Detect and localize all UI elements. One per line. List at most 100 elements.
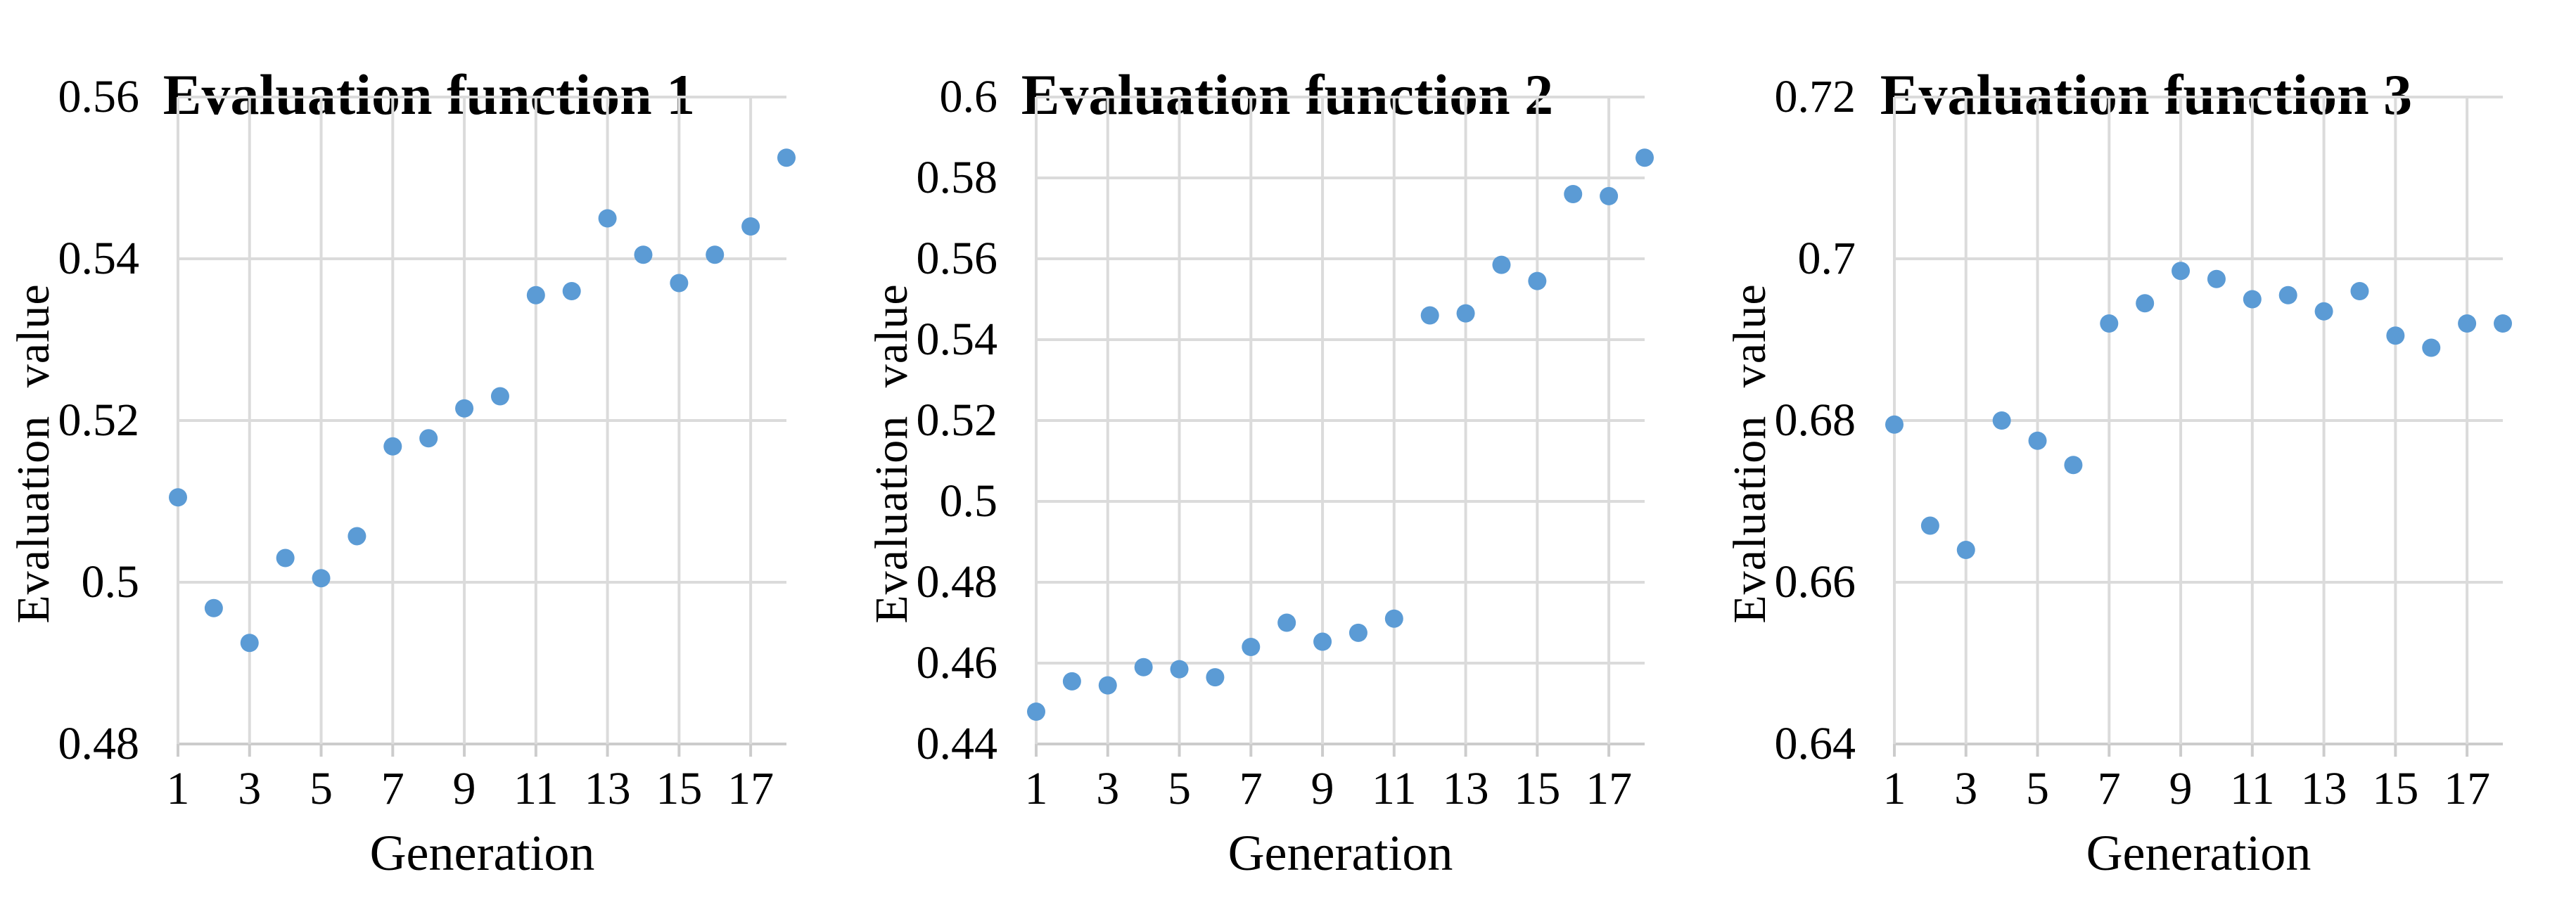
- x-tick-label: 3: [1954, 763, 1978, 814]
- chart-panel-1: Evaluation function 1 Evaluation value G…: [0, 0, 858, 898]
- data-point: [1098, 676, 1117, 695]
- data-point: [1062, 672, 1081, 691]
- x-tick-label: 1: [166, 763, 190, 814]
- data-point: [2386, 326, 2405, 345]
- chart-panel-3: Evaluation function 3 Evaluation value G…: [1716, 0, 2576, 898]
- y-tick-label: 0.56: [58, 71, 140, 122]
- data-point: [1242, 638, 1261, 656]
- data-point: [2172, 262, 2191, 281]
- x-tick-label: 7: [2097, 763, 2121, 814]
- data-point: [1348, 623, 1367, 642]
- scatter-plot: [1885, 96, 2512, 757]
- data-point: [2422, 338, 2441, 357]
- data-point: [777, 148, 796, 167]
- data-point: [670, 274, 689, 293]
- x-tick-label: 1: [1024, 763, 1048, 814]
- data-point: [490, 387, 509, 406]
- plot-area: [1885, 96, 2512, 757]
- x-tick-label: 13: [1442, 763, 1489, 814]
- y-tick-label: 0.48: [916, 556, 998, 608]
- data-point: [1206, 668, 1225, 687]
- data-point: [312, 569, 331, 588]
- data-point: [1992, 411, 2011, 430]
- data-point: [598, 209, 617, 228]
- data-point: [706, 245, 725, 264]
- data-point: [562, 282, 581, 300]
- y-tick-label: 0.54: [58, 233, 140, 284]
- plot-area: [169, 96, 796, 757]
- x-tick-label: 11: [1372, 763, 1417, 814]
- data-point: [276, 549, 295, 567]
- scatter-plot: [1027, 96, 1654, 757]
- data-point: [1956, 541, 1975, 559]
- x-tick-label: 7: [1239, 763, 1263, 814]
- data-point: [1600, 186, 1619, 205]
- data-point: [383, 437, 402, 456]
- x-tick-label: 11: [514, 763, 559, 814]
- data-point: [419, 429, 438, 448]
- x-tick-label: 9: [2169, 763, 2193, 814]
- data-point: [347, 527, 366, 546]
- data-point: [240, 634, 259, 653]
- y-tick-label: 0.7: [1797, 233, 1856, 284]
- x-tick-label: 17: [727, 763, 774, 814]
- y-tick-label: 0.58: [916, 152, 998, 203]
- y-tick-label: 0.56: [916, 233, 998, 284]
- x-tick-label: 3: [238, 763, 262, 814]
- data-point: [1384, 609, 1403, 628]
- x-tick-label: 13: [2300, 763, 2347, 814]
- y-tick-label: 0.64: [1774, 718, 1856, 769]
- data-point: [204, 598, 223, 617]
- data-point: [2100, 314, 2119, 333]
- plot-area: [1027, 96, 1654, 757]
- data-point: [741, 217, 760, 236]
- data-point: [1492, 255, 1511, 274]
- data-point: [1277, 613, 1296, 632]
- x-tick-label: 9: [452, 763, 476, 814]
- data-point: [1528, 271, 1547, 290]
- data-point: [169, 488, 187, 507]
- y-tick-label: 0.48: [58, 718, 140, 769]
- x-tick-label: 3: [1096, 763, 1120, 814]
- data-point: [1170, 660, 1189, 679]
- y-tick-label: 0.5: [939, 475, 998, 527]
- data-point: [1564, 185, 1583, 203]
- x-tick-label: 5: [310, 763, 333, 814]
- x-axis-label: Generation: [369, 825, 595, 881]
- data-point: [1134, 658, 1153, 676]
- data-point: [1635, 148, 1654, 167]
- x-tick-label: 7: [381, 763, 404, 814]
- data-point: [1920, 516, 1939, 535]
- x-tick-label: 17: [2444, 763, 2491, 814]
- data-point: [2278, 286, 2297, 304]
- data-point: [455, 399, 474, 418]
- data-point: [1027, 703, 1045, 721]
- y-tick-label: 0.68: [1774, 395, 1856, 446]
- x-tick-label: 15: [1514, 763, 1561, 814]
- y-tick-label: 0.72: [1774, 71, 1856, 122]
- x-tick-label: 1: [1882, 763, 1906, 814]
- x-tick-label: 11: [2230, 763, 2275, 814]
- data-point: [1456, 304, 1475, 323]
- data-point: [2350, 282, 2369, 300]
- chart-panel-2: Evaluation function 2 Evaluation value G…: [858, 0, 1716, 898]
- y-tick-label: 0.54: [916, 314, 998, 365]
- data-point: [2207, 269, 2226, 288]
- y-tick-label: 0.52: [58, 395, 140, 446]
- data-point: [2494, 314, 2512, 333]
- x-tick-label: 17: [1586, 763, 1633, 814]
- x-tick-label: 5: [1168, 763, 1192, 814]
- x-tick-label: 5: [2026, 763, 2050, 814]
- x-tick-label: 13: [584, 763, 631, 814]
- y-tick-label: 0.44: [916, 718, 998, 769]
- y-tick-label: 0.46: [916, 637, 998, 688]
- data-point: [2243, 290, 2262, 309]
- data-point: [526, 286, 545, 304]
- y-tick-label: 0.5: [81, 556, 140, 608]
- y-tick-label: 0.66: [1774, 556, 1856, 608]
- data-point: [2064, 456, 2083, 475]
- x-axis-label: Generation: [1228, 825, 1453, 881]
- data-point: [1885, 415, 1904, 434]
- data-point: [2028, 431, 2047, 450]
